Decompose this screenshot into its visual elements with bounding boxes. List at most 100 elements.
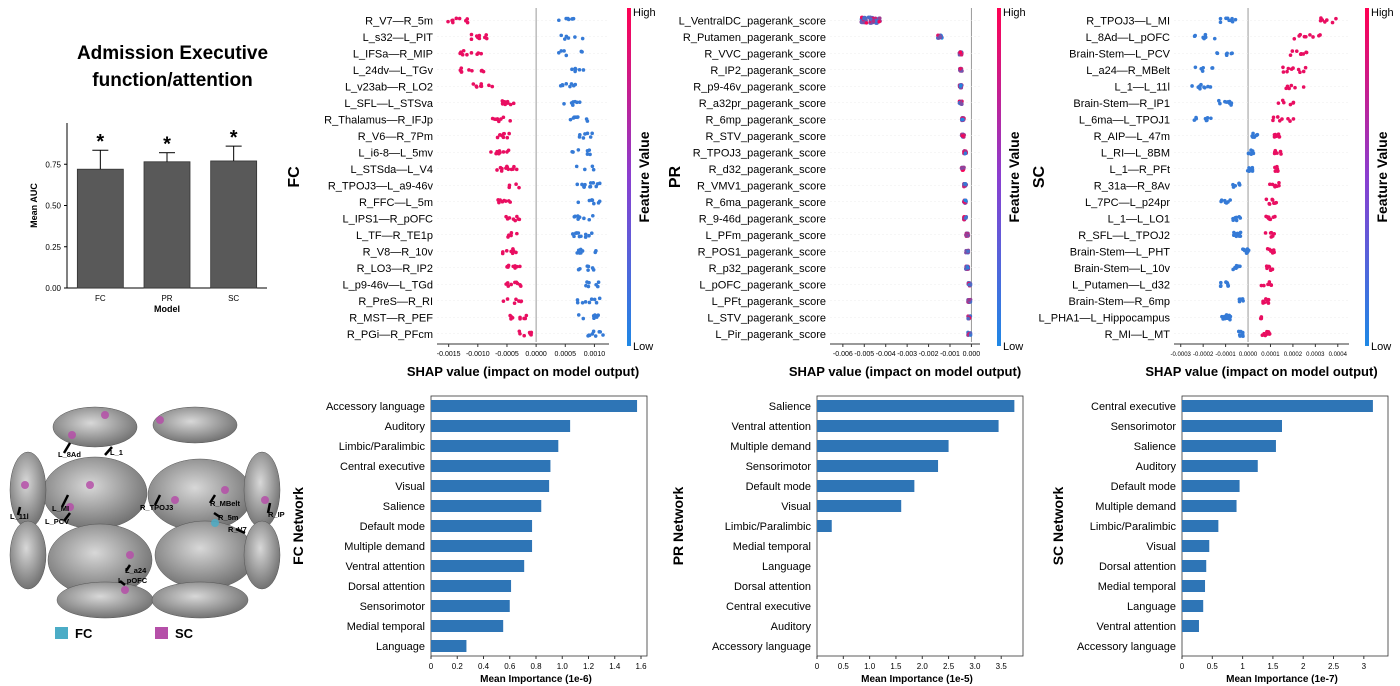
shap-point [476,51,481,55]
shap-point [1231,218,1236,223]
shap-point [1296,67,1301,72]
net-xtick-label: 0.5 [1207,662,1219,671]
shap-point [469,32,474,37]
shap-point [479,51,484,56]
net-category-label: Central executive [1091,401,1176,413]
net-xtick-label: 2.5 [943,662,955,671]
shap-point [1262,283,1266,288]
auc-bar [210,160,258,289]
shap-point [499,117,503,121]
shap-point [503,102,508,107]
shap-feature-label: L_STV_pagerank_score [707,312,826,324]
shap-xtick-label: -0.001 [940,351,960,358]
shap-point [465,17,470,21]
brain-pointer-arrow [213,511,221,519]
shap-point [579,49,584,54]
shap-point [577,215,582,220]
brain-region-label: R_TPOJ3 [140,503,173,512]
shap-point [518,317,522,321]
shap-point [576,200,581,205]
shap-point [598,330,603,334]
shap-point [573,67,578,72]
shap-feature-label: R_9-46d_pagerank_score [699,213,826,225]
brain-pointer-arrow [63,512,71,522]
shap-xtick-label: 0.0004 [1329,352,1348,358]
brain-region-label: R_5m [218,513,239,522]
shap-point [596,280,601,284]
shap-point [871,19,876,23]
shap-point [587,233,591,238]
shap-point [1272,135,1277,139]
shap-xtick-label: -0.004 [876,351,896,358]
brain-pointer-arrow [16,506,22,516]
shap-point [1311,35,1315,39]
shap-xtick-label: 0.0002 [1284,352,1303,358]
shap-feature-label: L_pOFC_pagerank_score [699,279,826,291]
legend-swatch [155,627,168,639]
shap-point [573,35,577,39]
shap-point [1229,51,1234,56]
shap-point [966,265,970,270]
shap-point [470,68,474,73]
shap-point [564,34,569,39]
shap-point [1266,298,1270,302]
shap-feature-label: R_6ma_pagerank_score [706,197,826,209]
shap-point [507,185,512,190]
shap-point [594,282,598,287]
shap-point [459,70,464,74]
net-bar [431,520,533,532]
shap-point [518,264,522,269]
shap-point [1190,84,1194,88]
shap-point [1273,214,1277,219]
shap-panel-label: SC [1031,165,1048,188]
shap-point [564,53,569,58]
shap-point [588,152,592,157]
net-bar [817,480,915,492]
shap-point [583,232,588,237]
legend-label: FC [75,626,93,641]
net-category-label: Multiple demand [730,441,811,453]
shap-colorbar-low: Low [1371,341,1391,353]
net-xtick-label: 3.0 [969,662,981,671]
shap-feature-label: L_1—L_LO1 [1108,213,1170,225]
net-y-axis-label: FC Network [290,487,306,565]
shap-xtick-label: 0.0000 [1239,352,1258,358]
shap-point [1330,20,1335,25]
shap-point [524,313,529,318]
shap-feature-label: R_PreS—R_RI [358,296,433,308]
shap-point [1271,115,1276,120]
shap-feature-label: R_V7—R_5m [365,15,433,27]
shap-point [1227,18,1231,23]
auc-significance-marker: * [230,127,238,149]
shap-colorbar-high: High [1371,7,1394,19]
shap-point [1291,66,1295,70]
shap-point [967,298,971,302]
shap-point [1196,85,1201,90]
net-bar [431,640,467,652]
shap-point [576,148,581,152]
shap-point [1290,49,1295,53]
brain-pointer-arrow [266,502,272,514]
shap-point [575,182,580,187]
brain-pointer-arrow [208,494,217,504]
shap-point [575,300,580,305]
shap-point [1263,231,1268,235]
net-category-label: Salience [769,401,811,413]
shap-point [580,300,585,305]
shap-point [1205,118,1209,123]
shap-point [1279,152,1283,156]
shap-point [1261,299,1265,304]
shap-point [515,231,519,236]
net-xtick-label: 1.5 [1267,662,1279,671]
net-category-label: Default mode [360,521,425,533]
net-xtick-label: 1.2 [583,662,595,671]
net-category-label: Dorsal attention [734,581,811,593]
shap-xtick-label: 0.0005 [555,351,577,358]
shap-point [514,250,518,255]
shap-point [597,181,602,186]
shap-point [597,296,602,301]
shap-point [590,332,595,336]
shap-point [446,19,450,24]
shap-point [1294,49,1299,53]
shap-point [591,268,596,272]
